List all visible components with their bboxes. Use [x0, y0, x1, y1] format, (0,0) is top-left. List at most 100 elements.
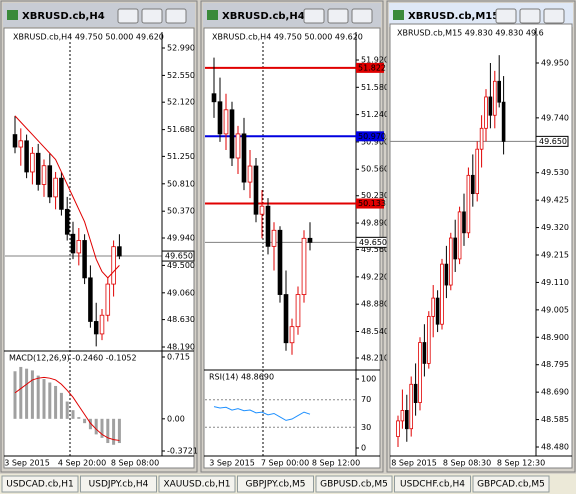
candle-body [431, 297, 436, 317]
level-label-bg [356, 131, 384, 142]
tab[interactable] [1, 475, 79, 493]
window-title: XBRUSD.cb,H4 [22, 11, 105, 22]
window-button[interactable] [519, 8, 541, 24]
price-tick-label: 52.120 [167, 98, 195, 107]
level-label-bg [356, 198, 384, 209]
window-button[interactable] [117, 8, 139, 24]
candle-body [117, 246, 122, 257]
bid-label-bg [161, 250, 195, 262]
price-tick-label: 51.240 [361, 110, 389, 119]
candle-body [241, 133, 247, 183]
indicator-tick-label: 0 [361, 444, 366, 453]
candle-body [265, 205, 271, 247]
price-tick-label: 48.540 [361, 327, 389, 336]
window-button[interactable] [303, 8, 325, 24]
candle-body [223, 109, 229, 135]
tab[interactable] [394, 475, 471, 493]
price-tick-label: 49.110 [541, 278, 569, 287]
candle-body [99, 314, 105, 335]
candle-body [76, 240, 82, 254]
time-label: 3 Sep 2015 [209, 459, 255, 468]
candle-body [93, 321, 99, 335]
window-button[interactable] [495, 8, 517, 24]
histogram-bar [30, 370, 34, 419]
time-label: 8 Sep 08:30 [443, 459, 491, 468]
candle-body [418, 342, 422, 403]
candle-body [24, 140, 29, 173]
candle-body [426, 315, 431, 364]
candle-body [295, 294, 301, 328]
candle-body [18, 140, 24, 148]
candle-body [488, 96, 493, 116]
tab[interactable] [80, 475, 157, 493]
candle-body [404, 410, 409, 430]
price-tick-label: 49.425 [541, 196, 569, 205]
window-button[interactable] [141, 8, 163, 24]
histogram-bar [25, 368, 29, 419]
candle-body [413, 383, 418, 403]
candle-body [289, 326, 295, 344]
chart-header: XBRUSD.cb,H4 49.750 50.000 49.620 [13, 33, 164, 42]
price-tick-label: 52.550 [167, 71, 195, 80]
indicator-tick-label: -0.3721 [167, 447, 198, 456]
candle-body [400, 410, 405, 422]
histogram-bar [77, 417, 81, 419]
candle-body [211, 93, 217, 103]
tab[interactable] [237, 475, 314, 493]
price-tick-label: 49.060 [167, 288, 195, 297]
window-button[interactable] [351, 8, 373, 24]
indicator-tick-label: 30 [361, 423, 371, 432]
candle-body [435, 297, 440, 325]
tab-label: GBPUSD.cb,M5 [320, 480, 388, 490]
title-bar [203, 3, 381, 27]
price-tick-label: 51.920 [361, 56, 389, 65]
chart-header: XBRUSD.cb,M15 49.830 49.830 49.6 [397, 29, 544, 38]
tab[interactable] [158, 475, 236, 493]
price-tick-label: 51.580 [361, 83, 389, 92]
candle-body [41, 165, 47, 185]
candle-body [466, 174, 471, 234]
chart-header: XBRUSD.cb,H4 49.750 50.000 49.620 [212, 33, 363, 42]
window-button[interactable] [165, 8, 187, 24]
histogram-bar [117, 418, 121, 444]
histogram-bar [13, 371, 17, 419]
price-tick-label: 49.740 [541, 113, 569, 122]
rsi-line [213, 406, 311, 421]
price-tick-label: 49.940 [167, 233, 195, 242]
indicator-label: MACD(12,26,9) -0.2460 -0.1052 [9, 354, 137, 363]
candle-body [484, 96, 488, 129]
price-tick-label: 50.230 [361, 191, 389, 200]
histogram-bar [36, 375, 40, 419]
candle-body [235, 133, 241, 159]
window-icon [7, 10, 18, 20]
price-tick-label: 48.190 [167, 343, 195, 352]
candle-body [470, 174, 475, 195]
candle-body [501, 101, 506, 142]
time-label: 8 Sep 08:00 [111, 459, 159, 468]
price-tick-label: 49.215 [541, 251, 569, 260]
window-icon [393, 10, 404, 20]
histogram-bar [65, 401, 69, 419]
indicator-tick-label: 0.00 [167, 414, 185, 423]
tab[interactable] [472, 475, 550, 493]
candle-body [453, 237, 458, 260]
price-tick-label: 49.500 [167, 261, 195, 270]
window-button[interactable] [327, 8, 349, 24]
price-tick-label: 48.585 [541, 415, 569, 424]
histogram-bar [48, 382, 52, 419]
candle-body [47, 165, 53, 198]
candle-body [409, 383, 414, 430]
time-label: 8 Sep 2015 [391, 459, 437, 468]
histogram-bar [42, 379, 46, 419]
candle-body [82, 240, 87, 279]
tab-label: XAUUSD.cb,H1 [163, 480, 230, 490]
price-tick-label: 49.950 [541, 59, 569, 68]
bid-label: 49.650 [165, 252, 193, 261]
candle-body [30, 152, 35, 173]
candle-body [247, 165, 253, 183]
window-button[interactable] [543, 8, 565, 24]
time-label: 7 Sep 00:00 [261, 459, 309, 468]
price-tick-label: 49.890 [361, 219, 389, 228]
tab[interactable] [315, 475, 393, 493]
